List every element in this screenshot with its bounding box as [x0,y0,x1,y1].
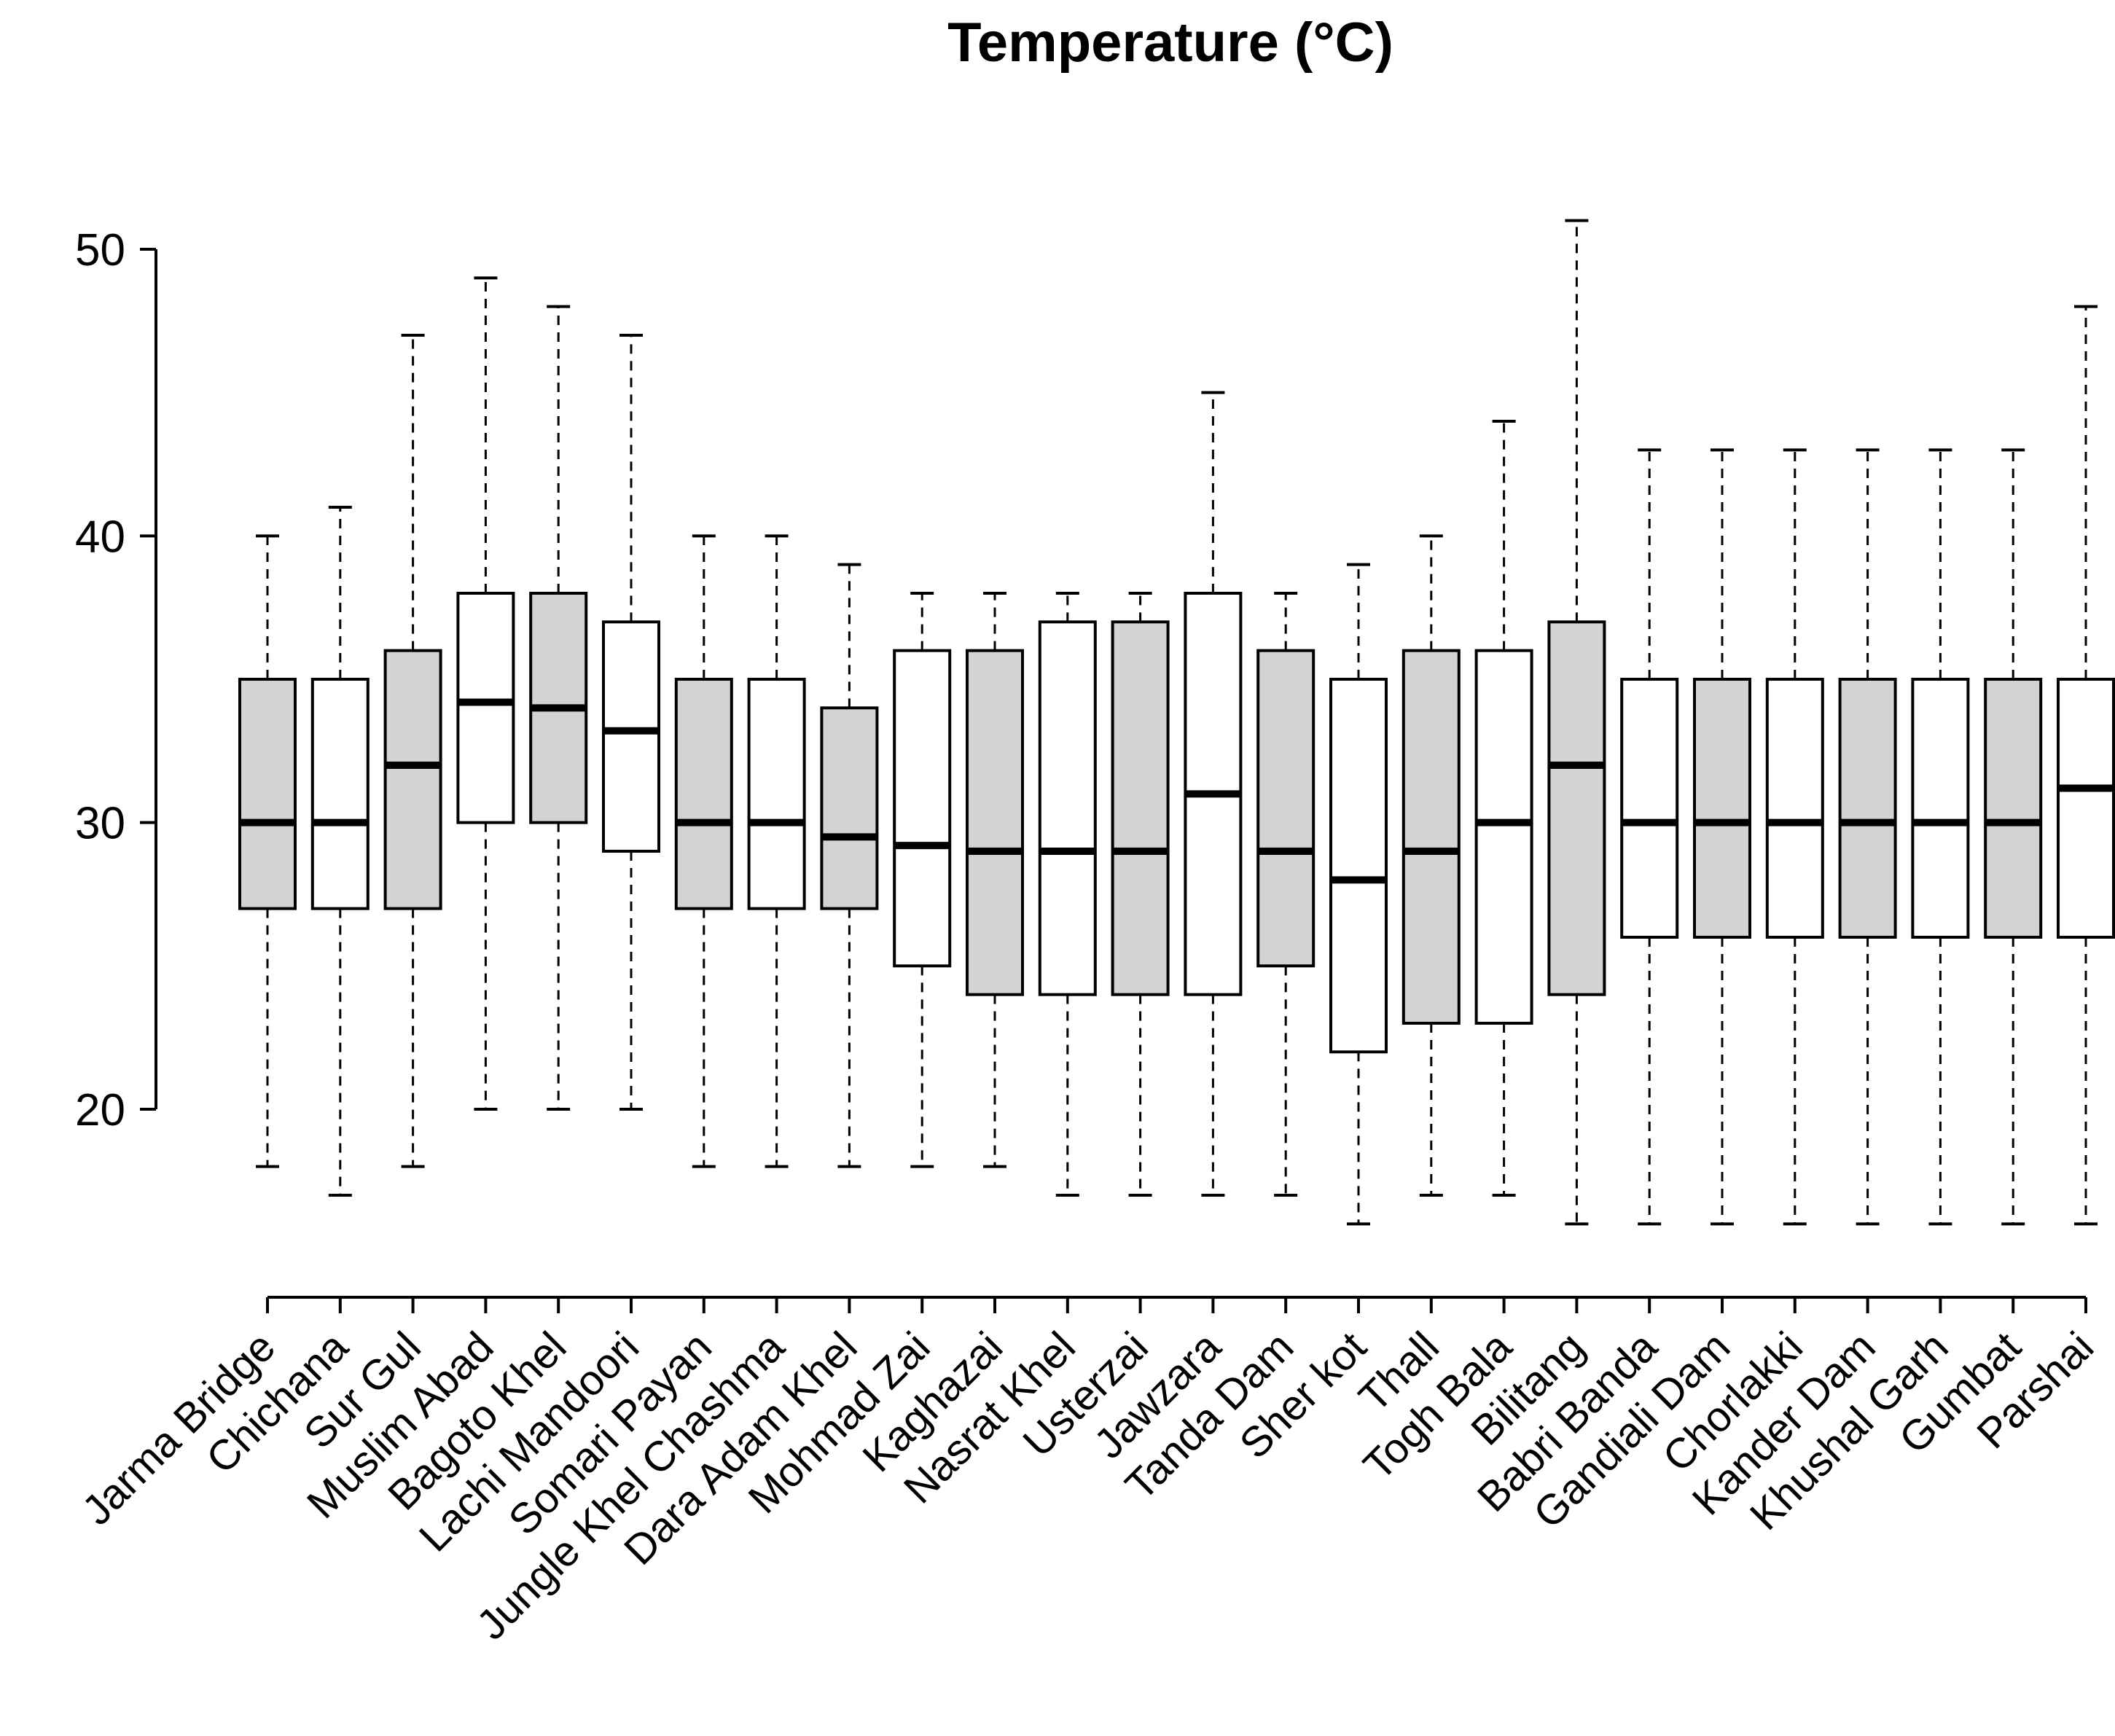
iqr-box [2057,678,2115,939]
iqr-box [310,678,370,910]
box-plot-item [1401,534,1461,1197]
iqr-box [820,706,879,910]
iqr-box [1693,678,1751,939]
box-plot-item [310,506,370,1197]
box-plot-item [1256,592,1315,1197]
iqr-box [383,649,442,910]
box-plot-item [747,534,806,1168]
iqr-box [1838,678,1897,939]
box-plot-item [238,534,297,1168]
iqr-box [1038,620,1097,996]
box-plot-item [602,334,660,1111]
box-plot-item [2057,305,2115,1226]
iqr-box [1620,678,1679,939]
y-axis: 20 30 40 50 [75,225,157,1135]
iqr-box [456,592,515,824]
iqr-box [1256,649,1315,968]
box-plot-item [1111,592,1170,1197]
iqr-box [1765,678,1824,939]
box-plot-item [529,305,588,1111]
iqr-box [1111,620,1170,996]
box-plot-item [1693,448,1751,1226]
iqr-box [893,649,952,968]
box-plot-item [1184,391,1243,1197]
box-plot-item [893,592,952,1168]
iqr-box [674,678,733,910]
box-plot-item [1038,592,1097,1197]
iqr-box [1984,678,2043,939]
iqr-box [1474,649,1533,1025]
y-tick-label: 20 [75,1085,125,1135]
iqr-box [602,620,660,853]
y-tick-label: 30 [75,799,125,849]
iqr-box [1911,678,1970,939]
box-series [238,219,2115,1226]
chart-title: Temperature (°C) [947,12,1393,74]
iqr-box [747,678,806,910]
box-plot-item [1474,420,1533,1197]
box-plot-item [1620,448,1679,1226]
y-tick-label: 40 [75,512,125,562]
iqr-box [1401,649,1461,1025]
box-plot-item [1838,448,1897,1226]
y-tick-label: 50 [75,225,125,275]
box-plot-item [966,592,1024,1168]
box-plot-item [456,276,515,1111]
box-plot-item [383,334,442,1168]
iqr-box [238,678,297,910]
box-plot-item [1765,448,1824,1226]
iqr-box [1547,620,1606,996]
iqr-box [1329,678,1388,1054]
box-plot-item [674,534,733,1168]
box-plot-item [1984,448,2043,1226]
iqr-box [966,649,1024,996]
box-plot-item [1329,563,1388,1226]
box-plot-item [1911,448,1970,1226]
box-plot-item [820,563,879,1168]
box-plot-item [1547,219,1606,1226]
